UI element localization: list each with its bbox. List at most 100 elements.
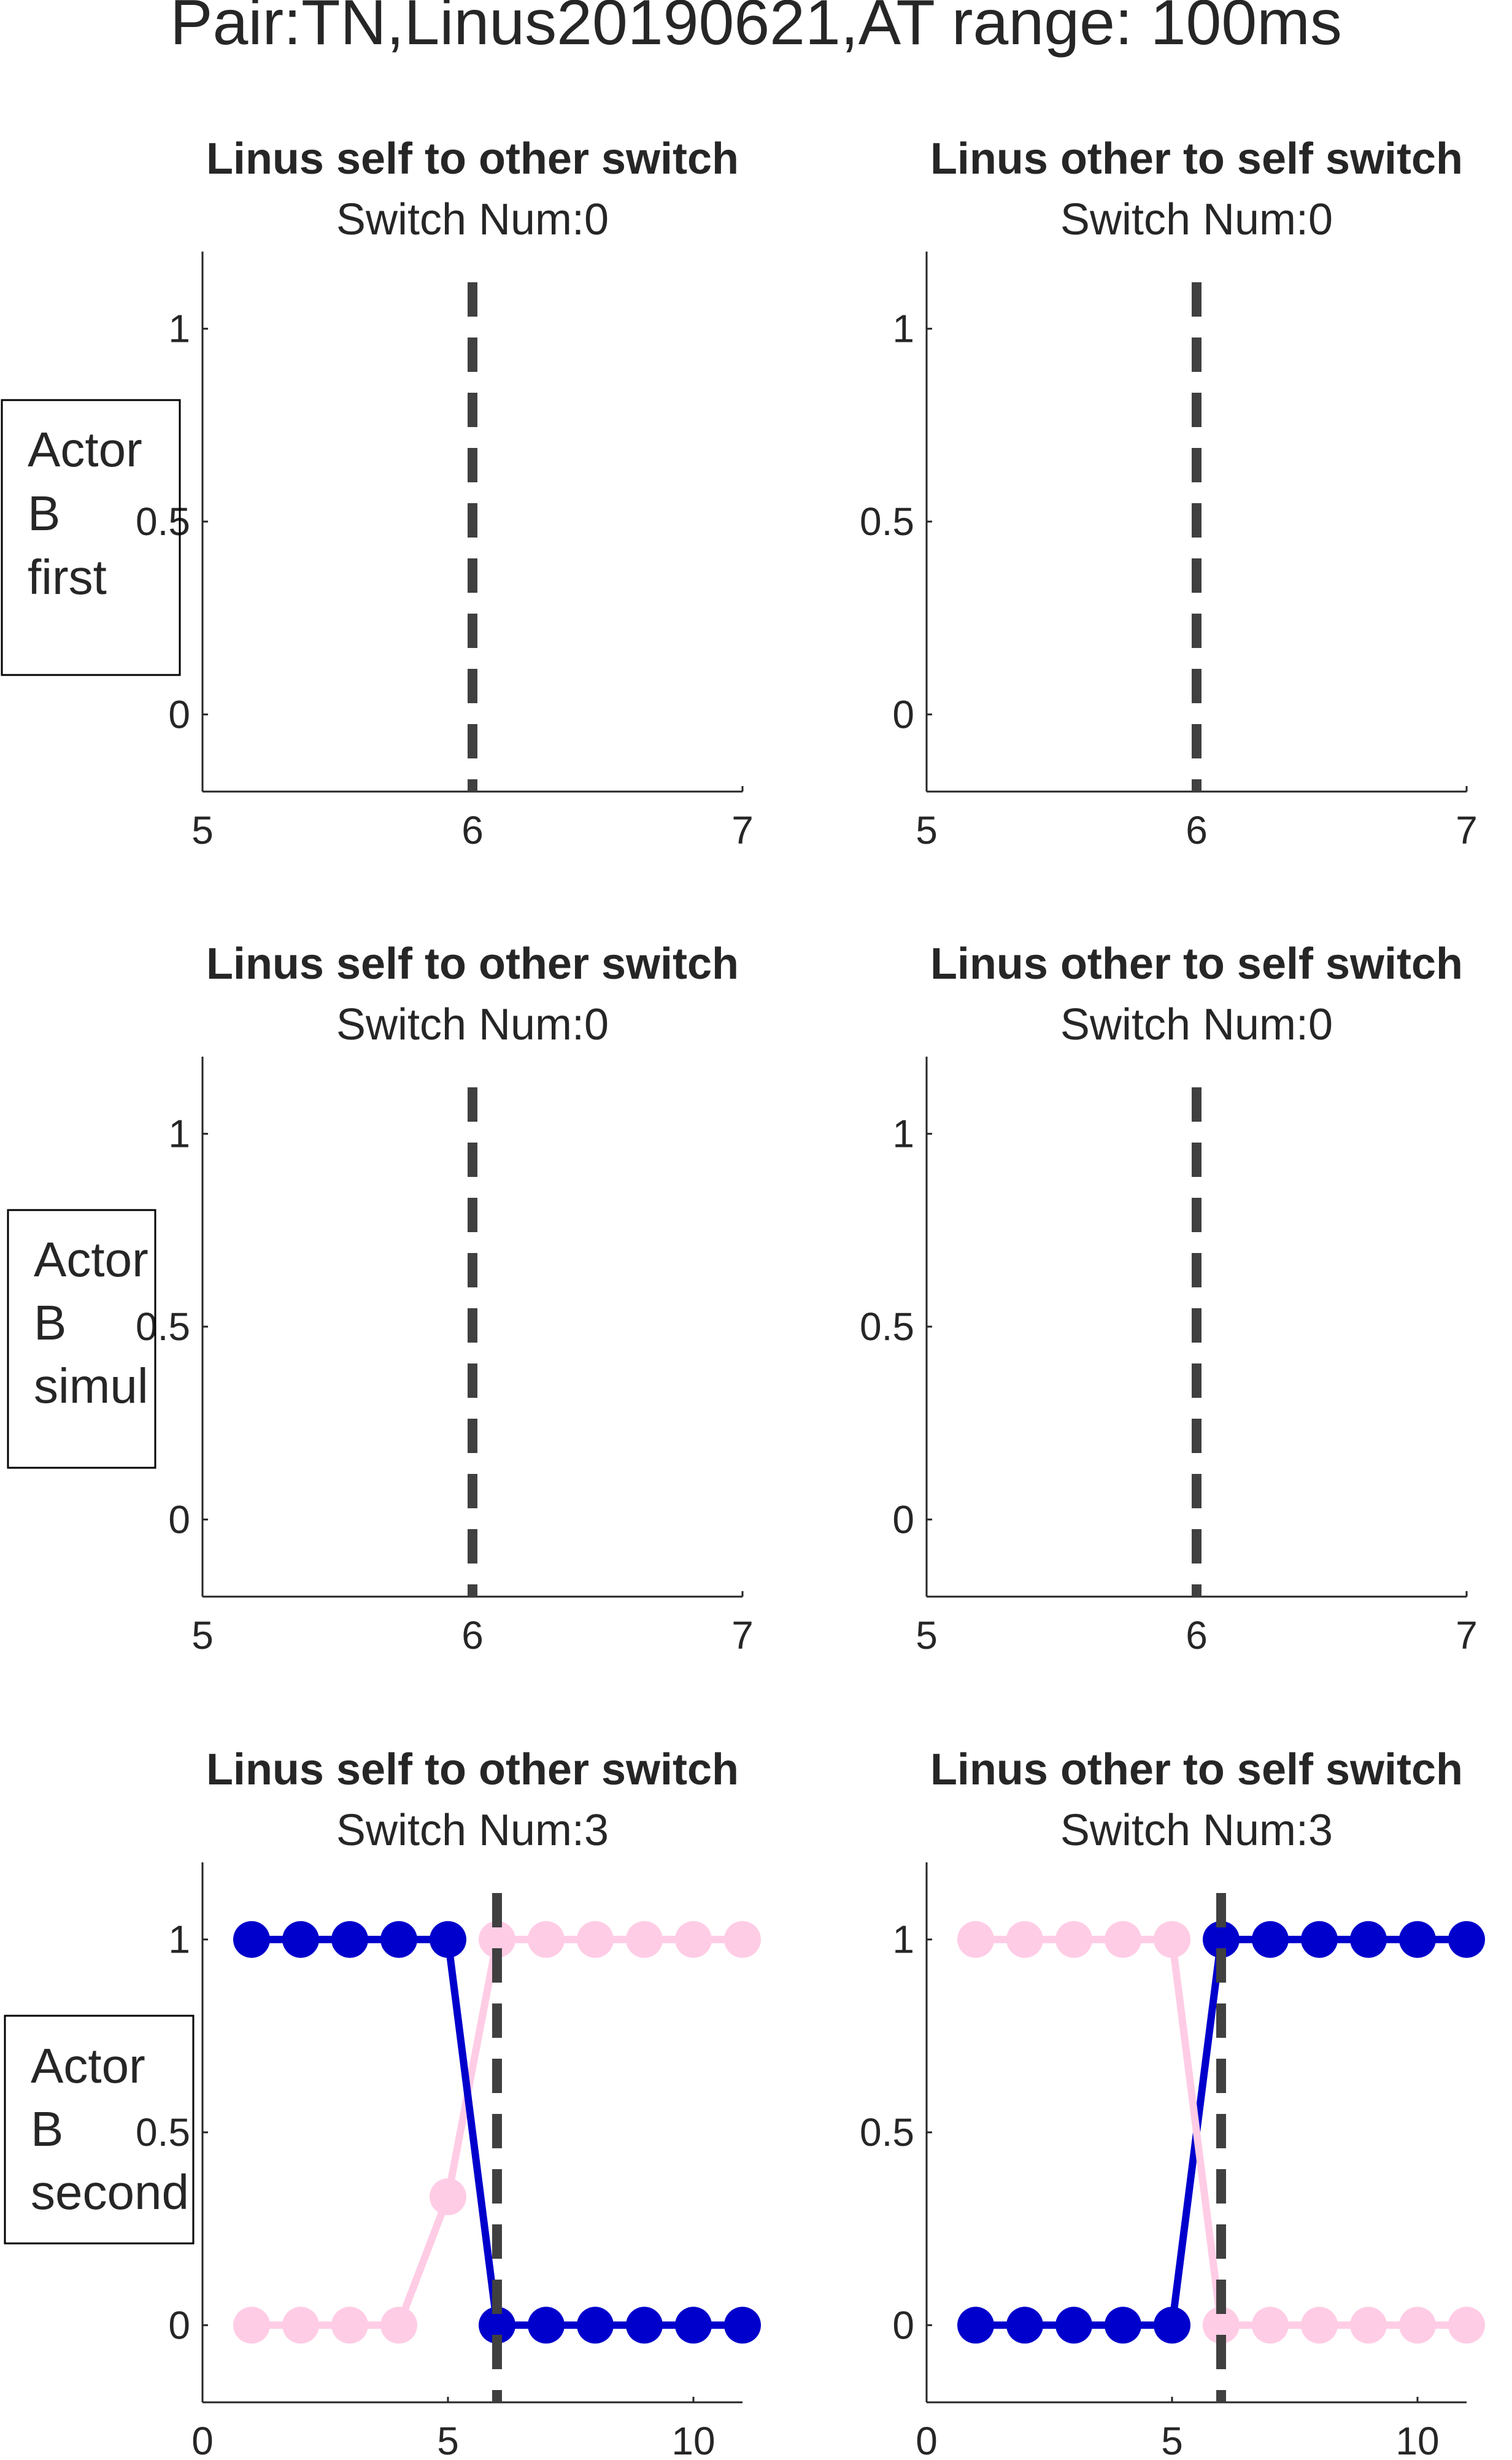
x-tick-label: 0 xyxy=(191,2419,214,2460)
panel-subtitle: Switch Num:0 xyxy=(1060,1000,1333,1049)
data-point xyxy=(282,1921,319,1958)
row-label-frame xyxy=(1,399,181,676)
data-point xyxy=(626,2307,663,2344)
panel-subtitle: Switch Num:3 xyxy=(336,1806,609,1855)
y-tick-label: 1 xyxy=(892,1918,914,1962)
y-tick-label: 0 xyxy=(892,692,914,736)
x-tick-label: 5 xyxy=(191,808,214,852)
x-tick-label: 10 xyxy=(671,2419,715,2460)
data-point xyxy=(430,2178,466,2215)
y-tick-label: 1 xyxy=(892,307,914,351)
y-tick-label: 0.5 xyxy=(136,1305,190,1349)
row-label-text: B xyxy=(34,1295,66,1350)
x-tick-label: 7 xyxy=(731,1613,754,1657)
y-tick-label: 1 xyxy=(168,1112,190,1156)
data-point xyxy=(1448,2307,1485,2344)
x-tick-label: 5 xyxy=(916,1613,938,1657)
data-point xyxy=(1203,2307,1240,2344)
panel-r2-c1: Linus other to self switch Switch Num:3 0 0… xyxy=(860,1745,1485,2460)
x-tick-label: 5 xyxy=(191,1613,214,1657)
data-point xyxy=(380,2307,417,2344)
row-label-text: second xyxy=(31,2165,189,2219)
data-point xyxy=(1105,2307,1141,2344)
x-tick-label: 5 xyxy=(437,2419,459,2460)
data-point xyxy=(1154,2307,1190,2344)
y-tick-label: 0 xyxy=(168,692,190,736)
data-point xyxy=(1399,2307,1436,2344)
x-tick-label: 5 xyxy=(916,808,938,852)
y-tick-label: 0 xyxy=(168,2303,190,2347)
data-point xyxy=(528,2307,565,2344)
x-tick-label: 0 xyxy=(916,2419,938,2460)
x-tick-label: 10 xyxy=(1395,2419,1439,2460)
panels-grid: Linus self to other switch Switch Num:0 0 0… xyxy=(1,134,1485,2460)
x-tick-label: 6 xyxy=(461,1613,484,1657)
data-point xyxy=(1055,2307,1092,2344)
row-label-text: Actor xyxy=(28,422,142,477)
data-point xyxy=(1055,1921,1092,1958)
x-tick-label: 6 xyxy=(1186,1613,1208,1657)
data-point xyxy=(724,2307,761,2344)
row-label-text: simul xyxy=(34,1359,148,1413)
panel-subtitle: Switch Num:3 xyxy=(1060,1806,1333,1855)
data-point xyxy=(233,1921,270,1958)
data-point xyxy=(1006,2307,1043,2344)
y-tick-label: 0.5 xyxy=(136,2110,190,2154)
data-point xyxy=(577,2307,614,2344)
data-point xyxy=(1252,2307,1289,2344)
data-point xyxy=(675,2307,712,2344)
panel-subtitle: Switch Num:0 xyxy=(336,1000,609,1049)
figure-title: Pair:TN,Linus20190621,AT range: 100ms xyxy=(170,0,1342,58)
data-point xyxy=(479,1921,515,1958)
data-point xyxy=(1006,1921,1043,1958)
y-tick-label: 1 xyxy=(168,307,190,351)
panel-r0-c1: Linus other to self switch Switch Num:0 0 0… xyxy=(860,134,1478,852)
panel-title: Linus other to self switch xyxy=(930,1745,1463,1794)
data-point xyxy=(331,1921,368,1958)
panel-title: Linus other to self switch xyxy=(930,134,1463,183)
data-point xyxy=(675,1921,712,1958)
data-point xyxy=(331,2307,368,2344)
data-point xyxy=(1448,1921,1485,1958)
row-label-text: B xyxy=(31,2102,63,2156)
x-tick-label: 6 xyxy=(1186,808,1208,852)
y-tick-label: 1 xyxy=(892,1112,914,1156)
panel-subtitle: Switch Num:0 xyxy=(1060,195,1333,244)
panel-r1-c1: Linus other to self switch Switch Num:0 0 0… xyxy=(860,939,1478,1657)
x-tick-label: 7 xyxy=(1456,808,1478,852)
data-point xyxy=(1203,1921,1240,1958)
data-point xyxy=(724,1921,761,1958)
data-point xyxy=(1301,1921,1338,1958)
row-label-frame xyxy=(4,2015,195,2245)
data-point xyxy=(1105,1921,1141,1958)
y-tick-label: 0.5 xyxy=(860,1305,914,1349)
row-label-text: B xyxy=(28,486,60,541)
y-tick-label: 0 xyxy=(892,2303,914,2347)
data-point xyxy=(528,1921,565,1958)
x-tick-label: 5 xyxy=(1161,2419,1183,2460)
y-tick-label: 0.5 xyxy=(860,2110,914,2154)
x-tick-label: 6 xyxy=(461,808,484,852)
row-label-frame xyxy=(7,1209,156,1469)
panel-title: Linus self to other switch xyxy=(206,134,739,183)
data-point xyxy=(1399,1921,1436,1958)
panel-title: Linus self to other switch xyxy=(206,1745,739,1794)
y-tick-label: 0 xyxy=(892,1497,914,1541)
data-point xyxy=(1301,2307,1338,2344)
row-label-text: first xyxy=(28,550,107,604)
panel-subtitle: Switch Num:0 xyxy=(336,195,609,244)
data-point xyxy=(479,2307,515,2344)
data-point xyxy=(1252,1921,1289,1958)
panel-r0-c0: Linus self to other switch Switch Num:0 0 0… xyxy=(136,134,754,852)
row-label-text: Actor xyxy=(31,2038,145,2093)
data-point xyxy=(577,1921,614,1958)
panel-r1-c0: Linus self to other switch Switch Num:0 0 0… xyxy=(136,939,754,1657)
data-point xyxy=(1154,1921,1190,1958)
panel-title: Linus other to self switch xyxy=(930,939,1463,989)
y-tick-label: 0.5 xyxy=(860,499,914,544)
y-tick-label: 0.5 xyxy=(136,499,190,544)
